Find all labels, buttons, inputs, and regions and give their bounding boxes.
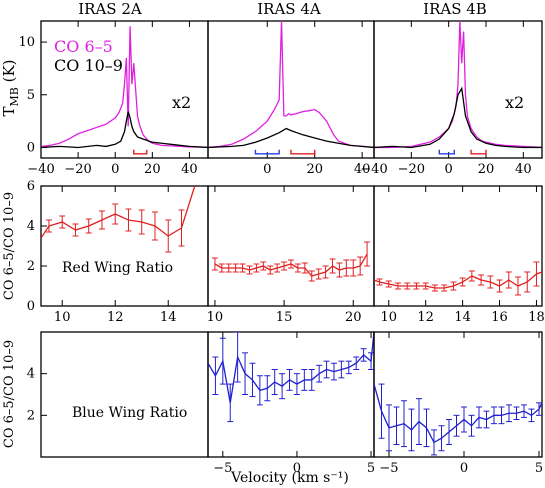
plot-area <box>41 186 196 253</box>
series-line-0 <box>41 26 208 149</box>
annotation-red-wing-ratio: Red Wing Ratio <box>62 260 173 276</box>
x-tick-label: 15 <box>276 310 293 325</box>
x-tick-label: 20 <box>306 162 323 177</box>
plot-area <box>374 383 542 456</box>
ylabel-tmb: TMB (K) <box>0 59 21 116</box>
y-tick-label: 6 <box>27 179 35 194</box>
red-wing-bracket <box>470 149 487 155</box>
ylabel-ratio-red: CO 6–5/CO 10–9 <box>2 192 17 300</box>
x-tick-label: −40 <box>27 162 54 177</box>
x-tick-label: 0 <box>445 162 453 177</box>
panel-7: −5 0 5 <box>207 331 375 476</box>
series-line-0 <box>208 21 374 149</box>
x-tick-label: −20 <box>64 162 91 177</box>
red-wing-bracket <box>133 149 148 155</box>
x-tick-label: 12 <box>107 310 124 325</box>
panel-frame <box>373 331 543 458</box>
y-tick-label: 2 <box>27 408 35 423</box>
series-line-0 <box>374 271 542 289</box>
x-tick-label: 10 <box>54 310 71 325</box>
panel-0: −40 −20 0 20 40 0 5 10 <box>18 20 209 177</box>
y-tick-label: 4 <box>27 367 35 382</box>
x-tick-label: 40 <box>354 162 371 177</box>
series-line-1 <box>374 86 542 149</box>
y-tick-label: 10 <box>18 35 35 50</box>
x-tick-label: 40 <box>515 162 532 177</box>
panel-3: 10 12 14 0 2 4 6 <box>27 179 209 325</box>
x-tick-label: 18 <box>528 310 545 325</box>
blue-wing-bracket <box>254 149 280 155</box>
y-tick-label: 0 <box>27 140 35 155</box>
legend-co65: CO 6–5 <box>54 37 113 56</box>
plot-area <box>208 332 374 423</box>
x-tick-label: 20 <box>345 310 362 325</box>
panel-frame <box>207 20 375 159</box>
x-tick-label: 0 <box>263 162 271 177</box>
x-tick-label: −20 <box>398 162 425 177</box>
series-line-0 <box>208 332 374 403</box>
series-line-0 <box>374 21 542 149</box>
plot-area <box>211 241 371 282</box>
panel-frame <box>40 331 209 458</box>
panel-4: 10 15 20 <box>207 185 375 325</box>
panel-2: −40 −20 0 20 40 <box>360 20 543 177</box>
x-tick-label: 40 <box>181 162 198 177</box>
annotation-blue-wing-ratio: Blue Wing Ratio <box>72 405 187 421</box>
x-tick-label: 12 <box>417 310 434 325</box>
series-line-0 <box>374 383 542 444</box>
x-tick-label: −5 <box>213 461 232 476</box>
plot-area <box>208 21 374 155</box>
panel-8: −5 0 5 <box>373 331 543 476</box>
annotation-x2-4b: x2 <box>505 93 524 112</box>
y-tick-label: 4 <box>27 219 35 234</box>
red-wing-bracket <box>290 149 316 155</box>
x-tick-label: 20 <box>478 162 495 177</box>
x-tick-label: −5 <box>379 461 398 476</box>
title-iras-2a: IRAS 2A <box>78 0 142 18</box>
x-tick-label: 20 <box>144 162 161 177</box>
y-tick-label: 5 <box>27 88 35 103</box>
panel-frame <box>207 185 375 307</box>
title-iras-4a: IRAS 4A <box>257 0 321 18</box>
plot-area <box>374 261 542 296</box>
panel-1: 0 20 40 <box>207 20 375 177</box>
x-tick-label: 14 <box>454 310 471 325</box>
x-tick-label: 10 <box>380 310 397 325</box>
x-tick-label: 14 <box>160 310 177 325</box>
series-line-0 <box>41 186 196 239</box>
plot-area <box>374 21 542 155</box>
panel-frame <box>373 185 543 307</box>
x-tick-label: −40 <box>360 162 387 177</box>
legend-co109: CO 10–9 <box>54 56 123 75</box>
y-tick-label: 0 <box>27 299 35 314</box>
blue-wing-bracket <box>438 149 455 155</box>
x-tick-label: 5 <box>367 461 375 476</box>
x-tick-label: 10 <box>207 310 224 325</box>
panel-6: 24 <box>27 331 209 458</box>
panel-5: 10 12 14 16 18 <box>373 185 545 325</box>
series-line-1 <box>41 111 208 149</box>
x-tick-label: 5 <box>535 461 543 476</box>
x-tick-label: 0 <box>293 461 301 476</box>
annotation-x2-2a: x2 <box>172 93 191 112</box>
series-line-1 <box>208 127 374 149</box>
panel-frame <box>207 331 375 458</box>
x-tick-label: 0 <box>111 162 119 177</box>
plot-area <box>41 26 208 155</box>
ylabel-ratio-blue: CO 6–5/CO 10–9 <box>2 340 17 448</box>
panel-frame <box>373 20 543 159</box>
y-tick-label: 2 <box>27 259 35 274</box>
x-tick-label: 16 <box>491 310 508 325</box>
title-iras-4b: IRAS 4B <box>423 0 487 18</box>
x-tick-label: 0 <box>460 461 468 476</box>
xlabel-velocity: Velocity (km s⁻¹) <box>230 470 349 486</box>
